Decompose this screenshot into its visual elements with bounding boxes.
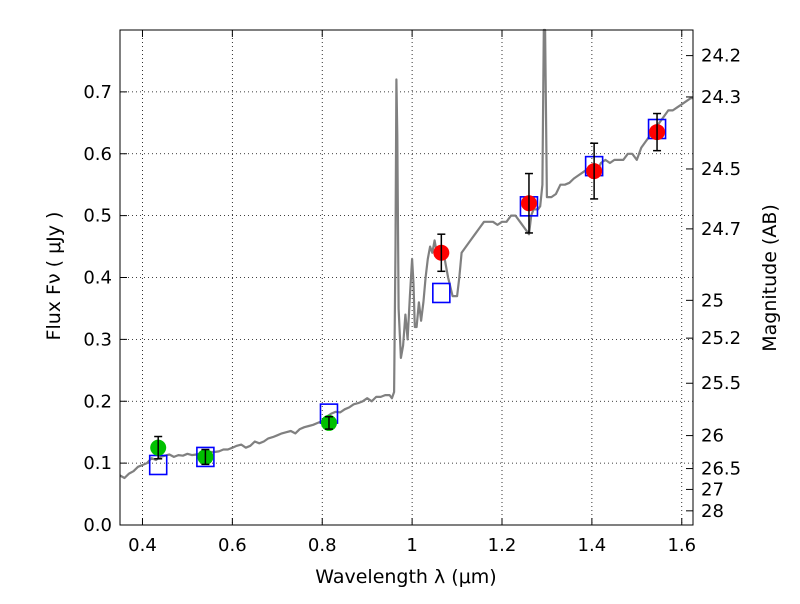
x-tick-label: 1.6 [667,535,696,556]
magnitude-tick-label: 24.2 [701,46,741,67]
magnitude-tick-label: 24.7 [701,219,741,240]
y-tick-label: 0.4 [83,268,112,289]
y-tick-label: 0.5 [83,206,112,227]
grid-lines [120,30,693,526]
model-flux-square [432,282,451,304]
y-tick-label: 0.6 [83,144,112,165]
y-tick-label: 0.2 [83,391,112,412]
y-tick-label: 0.7 [83,82,112,103]
y-tick-label: 0.0 [83,515,112,536]
x-tick-label: 1.4 [578,535,607,556]
magnitude-tick-label: 25 [701,290,724,311]
x-tick-label: 1 [406,535,417,556]
magnitude-tick-label: 26 [701,426,724,447]
magnitude-tick-label: 25.2 [701,328,741,349]
magnitude-tick-label: 24.5 [701,159,741,180]
x-tick-label: 0.6 [218,535,247,556]
magnitude-axis-title: Magnitude (AB) [759,204,781,352]
magnitude-tick-label: 24.3 [701,87,741,108]
error-bars [154,112,662,466]
x-tick-label: 0.4 [128,535,157,556]
y-axis-title: Flux Fν ( μJy ) [43,212,65,341]
y-tick-label: 0.1 [83,453,112,474]
model-flux-square [196,446,215,468]
magnitude-tick-label: 25.5 [701,373,741,394]
y-axis-ticks: 0.0 0.1 0.2 0.3 0.4 0.5 0.6 0.7 [83,82,127,536]
x-axis-ticks: 0.4 0.6 0.8 1 1.2 1.4 1.6 [128,30,696,556]
magnitude-tick-label: 28 [701,501,724,522]
y-tick-label: 0.3 [83,329,112,350]
magnitude-tick-label: 26.5 [701,459,741,480]
template-spectrum [119,28,693,480]
x-axis-title: Wavelength λ (μm) [315,566,496,588]
x-tick-label: 1.2 [488,535,517,556]
magnitude-tick-label: 27 [701,479,724,500]
x-tick-label: 0.8 [308,535,337,556]
observed-fluxes [150,124,666,465]
template-spectrum-line [119,28,693,480]
